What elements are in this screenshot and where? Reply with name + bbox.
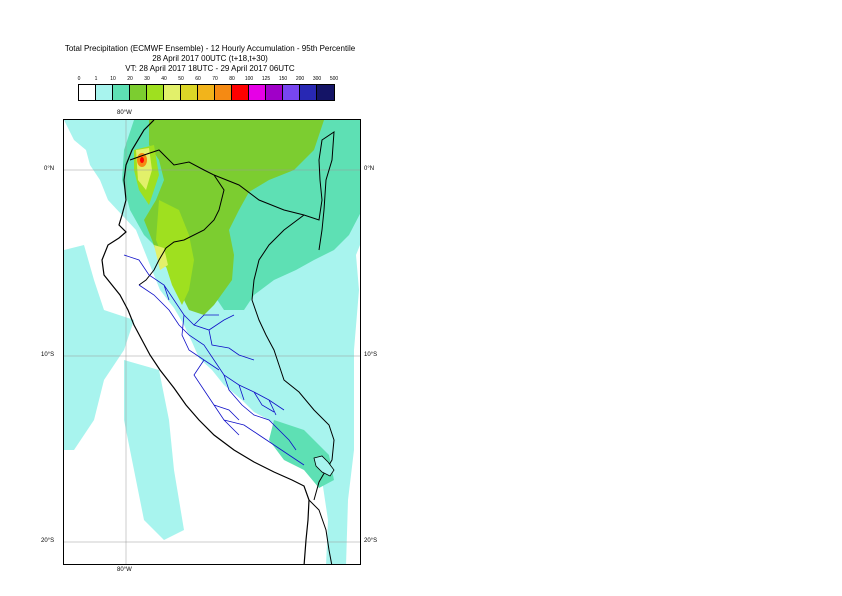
legend-color-box xyxy=(317,85,334,100)
legend-threshold-label: 100 xyxy=(244,76,254,82)
legend-threshold-label: 300 xyxy=(312,76,322,82)
legend-threshold-label: 30 xyxy=(144,76,150,82)
title-line-3: VT: 28 April 2017 18UTC - 29 April 2017 … xyxy=(125,64,295,73)
precip-core-red xyxy=(140,157,144,163)
legend-threshold-label: 80 xyxy=(229,76,235,82)
border-peru-colombia xyxy=(213,131,335,251)
legend-labels: 0 1 10 20 30 40 50 60 70 80 100 125 150 200 300 500 xyxy=(78,76,350,84)
legend-color-box xyxy=(113,85,130,100)
regional-boundaries xyxy=(123,254,305,466)
legend-color-box xyxy=(283,85,300,100)
legend-threshold-label: 10 xyxy=(110,76,116,82)
lake-titicaca xyxy=(313,455,335,477)
precip-area-west-patch xyxy=(64,245,134,450)
title-line-2: 28 April 2017 00UTC (t+18,t+30) xyxy=(152,54,268,63)
precip-area-yellowgreen xyxy=(156,200,194,305)
legend-threshold-label: 70 xyxy=(212,76,218,82)
legend-threshold-label: 150 xyxy=(278,76,288,82)
legend-color-box xyxy=(164,85,181,100)
legend-color-box xyxy=(181,85,198,100)
legend-color-boxes xyxy=(78,84,335,101)
border-peru-brazil xyxy=(251,214,335,501)
lon-label-bottom: 80°W xyxy=(117,567,132,573)
title-line-1: Total Precipitation (ECMWF Ensemble) - 1… xyxy=(64,44,356,53)
map-canvas xyxy=(64,120,360,564)
border-colombia-ecuador xyxy=(129,149,225,286)
lat-label-right-20: 20°S xyxy=(364,538,378,544)
legend-color-box xyxy=(147,85,164,100)
border-bolivia-chile xyxy=(308,499,333,564)
legend-threshold-label: 40 xyxy=(161,76,167,82)
coastline xyxy=(101,120,310,564)
legend-threshold-label: 20 xyxy=(127,76,133,82)
legend-color-box xyxy=(96,85,113,100)
lat-label-left-10: 10°S xyxy=(41,352,55,358)
lat-label-right-10: 10°S xyxy=(364,352,378,358)
legend-color-box xyxy=(215,85,232,100)
legend-color-box xyxy=(232,85,249,100)
legend-color-box xyxy=(198,85,215,100)
precip-area-teal-south xyxy=(269,420,334,488)
legend-color-box xyxy=(266,85,283,100)
lat-label-left-0: 0°N xyxy=(44,166,55,172)
legend-threshold-label: 50 xyxy=(178,76,184,82)
legend-threshold-label: 125 xyxy=(261,76,271,82)
legend-threshold-label: 200 xyxy=(295,76,305,82)
color-legend: 0 1 10 20 30 40 50 60 70 80 100 125 150 200 300 500 xyxy=(78,76,350,101)
legend-color-box xyxy=(79,85,96,100)
lat-label-left-20: 20°S xyxy=(41,538,55,544)
legend-color-box xyxy=(249,85,266,100)
precip-area-south-patch xyxy=(124,360,184,540)
legend-threshold-label: 60 xyxy=(195,76,201,82)
lat-label-right-0: 0°N xyxy=(364,166,375,172)
legend-threshold-label: 1 xyxy=(94,76,98,82)
legend-color-box xyxy=(130,85,147,100)
precipitation-map xyxy=(63,119,361,565)
legend-threshold-label: 500 xyxy=(329,76,339,82)
lon-label-top: 80°W xyxy=(117,110,132,116)
legend-threshold-label: 0 xyxy=(77,76,81,82)
legend-color-box xyxy=(300,85,317,100)
